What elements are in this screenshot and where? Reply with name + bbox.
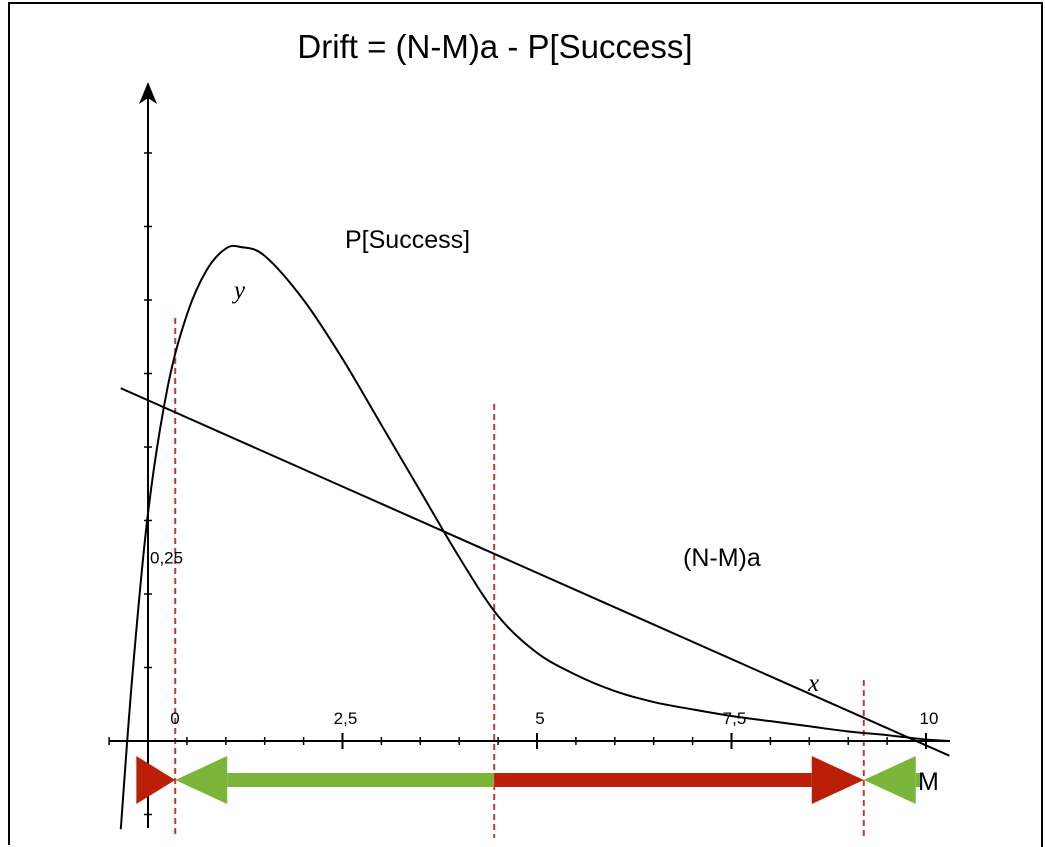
drift-arrow-shaft bbox=[494, 773, 812, 787]
series-label-p-success: P[Success] bbox=[345, 226, 470, 254]
chart-labels: 0 2,5 5 7,5 10 0,25 P[Success] (N-M)a y x M bbox=[150, 226, 939, 796]
x-tick-label: 7,5 bbox=[723, 709, 747, 728]
x-tick-label: 0 bbox=[170, 709, 179, 728]
series-linear bbox=[120, 387, 950, 757]
point-label-y: y bbox=[231, 277, 246, 304]
plot-frame-right bbox=[1041, 2, 1043, 847]
axes bbox=[108, 82, 950, 828]
plot-frame bbox=[8, 2, 1043, 845]
x-tick-label: 2,5 bbox=[334, 709, 358, 728]
point-label-x: x bbox=[807, 670, 819, 697]
drift-arrow-head bbox=[863, 756, 916, 804]
drift-arrow-head bbox=[811, 756, 864, 804]
x-axis-label: M bbox=[918, 768, 939, 796]
series-group bbox=[119, 244, 950, 830]
drift-arrows bbox=[136, 756, 923, 804]
series-p-success bbox=[119, 244, 950, 830]
drift-arrow-head bbox=[136, 756, 176, 804]
x-tick-label: 10 bbox=[920, 709, 939, 728]
x-tick-label: 5 bbox=[535, 709, 544, 728]
chart-title: Drift = (N-M)a - P[Success] bbox=[297, 28, 692, 65]
drift-arrow-head bbox=[175, 756, 228, 804]
series-label-linear: (N-M)a bbox=[683, 544, 761, 572]
drift-arrow-shaft bbox=[227, 773, 495, 787]
drift-arrow-shaft bbox=[915, 773, 923, 787]
y-tick-label: 0,25 bbox=[150, 548, 183, 567]
guide-lines bbox=[174, 318, 865, 838]
y-axis-arrowhead bbox=[139, 82, 157, 104]
